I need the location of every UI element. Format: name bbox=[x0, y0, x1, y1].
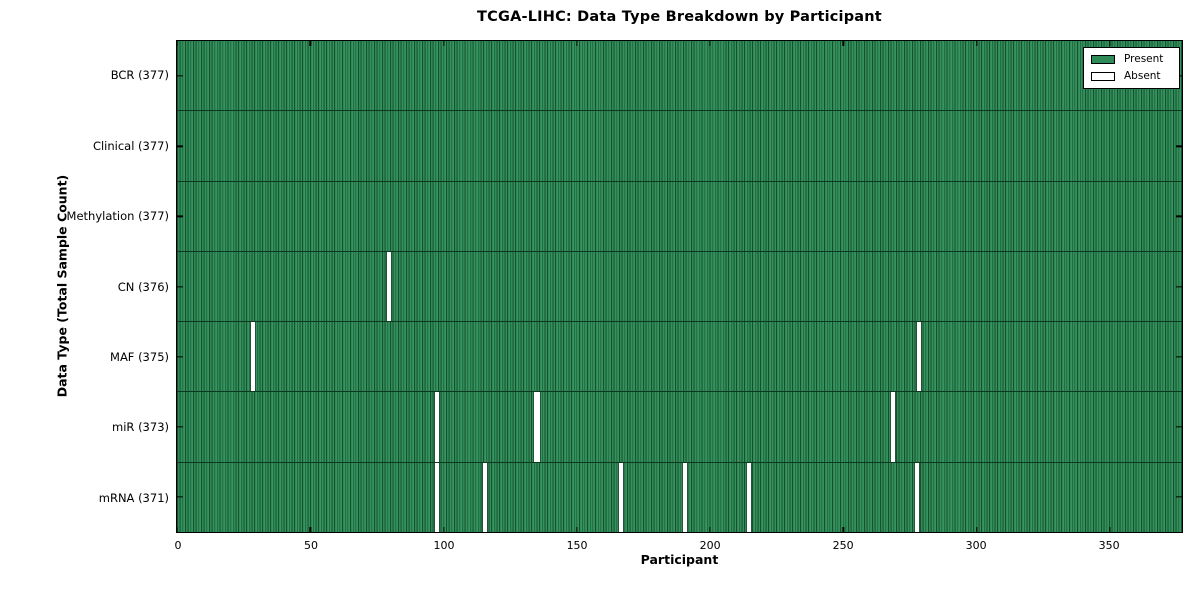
legend-label: Absent bbox=[1124, 70, 1161, 83]
x-tick-labels: 0 50 100 150 200 250 300 350 bbox=[174, 539, 1181, 555]
legend-swatch-present bbox=[1091, 55, 1115, 65]
absent-gap bbox=[434, 392, 439, 462]
absent-gap bbox=[434, 462, 439, 532]
x-tick-label: 50 bbox=[304, 539, 319, 552]
presence-row-cn bbox=[177, 251, 1182, 323]
presence-row-clinical bbox=[177, 111, 1182, 182]
legend-item-absent: Absent bbox=[1084, 71, 1179, 82]
x-tick-label: 0 bbox=[174, 539, 182, 552]
absent-gap bbox=[890, 392, 895, 462]
y-tick-label: CN (376) bbox=[117, 279, 169, 294]
plot-area bbox=[176, 40, 1183, 533]
presence-row-maf bbox=[177, 322, 1182, 393]
legend-swatch-absent bbox=[1091, 71, 1115, 81]
y-tick-label: BCR (377) bbox=[110, 68, 169, 83]
presence-row-mrna bbox=[177, 462, 1182, 532]
y-tick-label: mRNA (371) bbox=[98, 490, 169, 505]
y-tick-label: Methylation (377) bbox=[66, 209, 169, 224]
legend-label: Present bbox=[1124, 53, 1164, 66]
chart-title: TCGA-LIHC: Data Type Breakdown by Partic… bbox=[477, 9, 882, 25]
absent-gap bbox=[618, 462, 623, 532]
legend-item-present: Present bbox=[1084, 54, 1179, 65]
y-tick-label: miR (373) bbox=[112, 420, 169, 435]
absent-gap bbox=[917, 322, 922, 392]
x-axis-label: Participant bbox=[640, 552, 719, 567]
y-tick-label: Clinical (377) bbox=[92, 138, 169, 153]
legend: Present Absent bbox=[1083, 47, 1180, 89]
absent-gap bbox=[482, 462, 487, 532]
absent-gap bbox=[386, 251, 391, 322]
x-tick-label: 350 bbox=[1098, 539, 1120, 552]
presence-row-bcr bbox=[177, 41, 1182, 112]
absent-gap bbox=[250, 322, 255, 392]
x-tick-label: 100 bbox=[433, 539, 455, 552]
presence-row-methylation bbox=[177, 181, 1182, 252]
x-tick-label: 300 bbox=[965, 539, 987, 552]
absent-gap bbox=[746, 462, 751, 532]
rows-layer bbox=[177, 41, 1182, 532]
presence-row-mir bbox=[177, 392, 1182, 463]
y-tick-labels: BCR (377) Clinical (377) Methylation (377)… bbox=[0, 40, 176, 533]
y-tick-label: MAF (375) bbox=[110, 349, 169, 364]
x-tick-label: 150 bbox=[566, 539, 588, 552]
x-tick-label: 200 bbox=[699, 539, 721, 552]
absent-gap bbox=[682, 462, 687, 532]
x-tick-label: 250 bbox=[832, 539, 854, 552]
absent-gap bbox=[914, 462, 919, 532]
absent-gap bbox=[533, 392, 541, 462]
